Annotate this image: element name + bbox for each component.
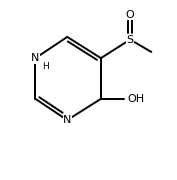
Text: N: N [31,53,40,63]
Text: O: O [126,10,135,20]
Text: H: H [42,62,48,71]
Text: S: S [127,35,134,45]
Text: OH: OH [127,94,145,104]
Text: N: N [63,115,72,125]
